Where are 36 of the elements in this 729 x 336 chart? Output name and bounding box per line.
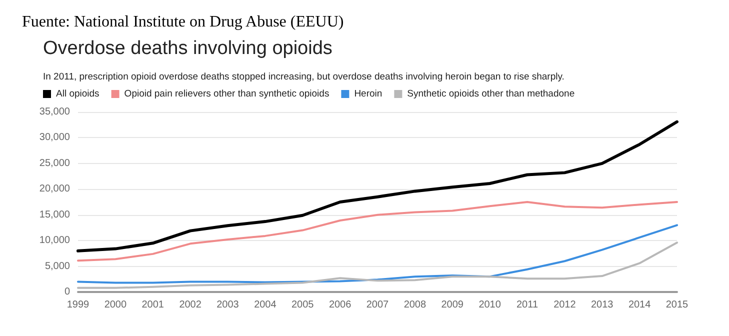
line-series — [76, 120, 678, 252]
x-tick-label: 2003 — [216, 300, 240, 310]
x-tick-label: 2011 — [516, 300, 538, 310]
x-tick-label: 2015 — [666, 300, 689, 310]
y-tick-label: 35,000 — [39, 106, 70, 118]
y-tick-label: 5,000 — [44, 260, 70, 272]
y-tick-label: 15,000 — [39, 209, 70, 220]
legend-label: Heroin — [354, 88, 382, 100]
x-tick-label: 2002 — [179, 300, 202, 310]
x-tick-label: 2010 — [478, 300, 502, 310]
legend-label: Synthetic opioids other than methadone — [407, 88, 575, 100]
legend-label: Opioid pain relievers other than synthetic opioids — [124, 88, 330, 100]
x-tick-label: 1999 — [66, 300, 90, 310]
x-tick-label: 2006 — [328, 300, 352, 310]
source-note: Fuente: National Institute on Drug Abuse (EEUU) — [22, 14, 344, 30]
x-tick-label: 2008 — [404, 300, 426, 310]
line-series — [77, 242, 678, 289]
legend-label: All opioids — [56, 88, 100, 100]
x-tick-label: 2005 — [292, 300, 314, 310]
x-tick-label: 2007 — [366, 300, 390, 310]
x-tick-label: 2012 — [554, 300, 576, 310]
y-tick-label: 30,000 — [39, 132, 70, 144]
chart-subtitle: In 2011, prescription opioid overdose deaths stopped increasing, but overdose deaths involving heroin began to rise sharply. — [43, 72, 564, 82]
chart-title: Overdose deaths involving opioids — [43, 38, 332, 59]
line-series — [77, 201, 678, 262]
line-series — [77, 224, 678, 284]
x-tick-label: 2001 — [142, 300, 164, 310]
y-tick-label: 20,000 — [39, 184, 70, 195]
x-tick-label: 2009 — [441, 300, 464, 310]
x-tick-label: 2000 — [104, 300, 127, 310]
y-tick-label: 0 — [64, 286, 70, 298]
y-tick-label: 25,000 — [39, 158, 70, 169]
x-tick-label: 2013 — [591, 300, 614, 310]
x-tick-label: 2014 — [628, 300, 652, 310]
x-tick-label: 2004 — [254, 300, 277, 310]
y-tick-label: 10,000 — [39, 235, 70, 246]
